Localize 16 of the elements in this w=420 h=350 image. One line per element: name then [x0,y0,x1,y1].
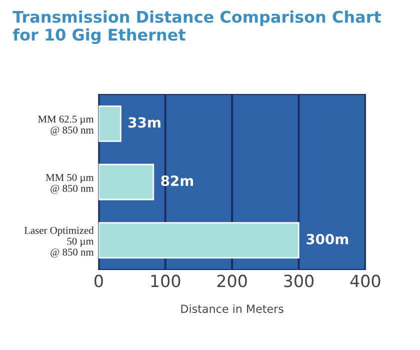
y-tick-label: MM 50 µm @ 850 nm [46,174,94,194]
x-tick-label: 100 [151,274,180,288]
y-tick-label: MM 62.5 µm @ 850 nm [38,116,94,136]
x-tick-label: 300 [284,274,314,288]
x-tick-label: 400 [350,274,380,288]
bar [98,222,300,259]
y-tick-label: Laser Optimized 50 µm @ 850 nm [24,226,94,258]
bar [98,105,122,142]
data-label: 300m [306,234,348,244]
data-label: 33m [128,117,160,128]
x-tick-label: 0 [94,274,103,288]
chart-title: Transmission Distance Comparison Chart for 10 Gig Ethernet [12,10,381,44]
data-label: 82m [161,176,194,186]
x-axis-title: Distance in Meters [181,304,284,313]
x-tick-label: 200 [217,274,247,288]
bar [98,164,154,200]
